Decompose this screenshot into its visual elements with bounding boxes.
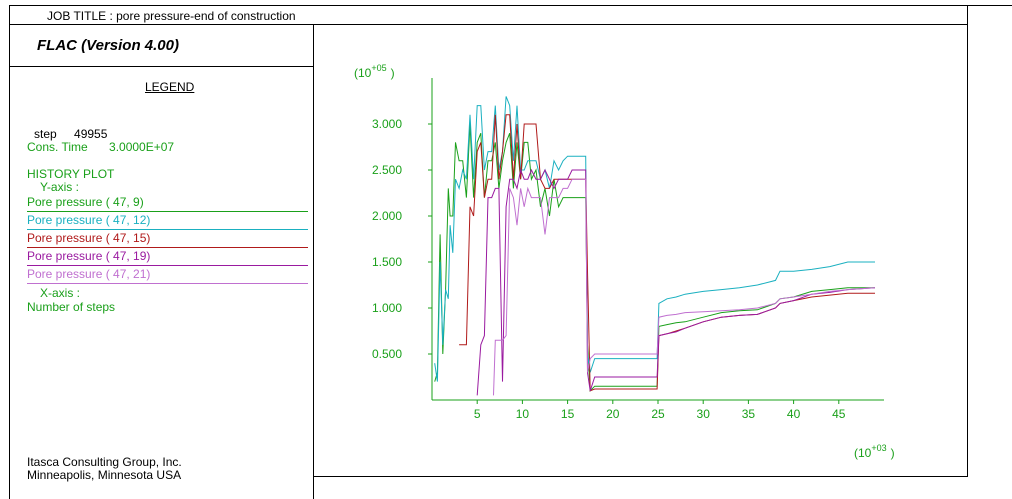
- x-tick-label: 10: [516, 407, 530, 421]
- frame-top: [9, 5, 968, 6]
- y-tick-label: 1.000: [372, 301, 402, 315]
- x-tick-label: 30: [697, 407, 711, 421]
- series-line-4: [476, 168, 876, 396]
- axes: 5 10 15 20 25 30 35 40 45 0.500 1.000 1.500 2.000 2.5…: [372, 78, 884, 421]
- company-name: Itasca Consulting Group, Inc.: [27, 455, 182, 469]
- series-line-5: [493, 178, 876, 396]
- legend-line-5: [27, 283, 308, 284]
- company-location: Minneapolis, Minnesota USA: [27, 468, 182, 482]
- legend-line-2: [27, 229, 308, 230]
- frame-title-divider: [9, 66, 314, 67]
- series-line-1: [434, 123, 875, 392]
- y-tick-label: 2.000: [372, 209, 402, 223]
- y-multiplier-exp: +05: [371, 63, 386, 73]
- legend-line-3: [27, 247, 308, 248]
- x-axis-value: Number of steps: [27, 300, 116, 314]
- history-chart: (10+05) (10+03) 5 10 15 20 25 30 35 40 45 0.500 1.…: [354, 63, 895, 460]
- job-title: JOB TITLE : pore pressure-end of constru…: [47, 9, 296, 23]
- legend-entry-3: Pore pressure ( 47, 15): [27, 231, 151, 245]
- step-value: 49955: [74, 127, 108, 141]
- y-axis-label: Y-axis :: [40, 180, 79, 194]
- y-tick-label: 3.000: [372, 117, 402, 131]
- x-tick-label: 15: [561, 407, 575, 421]
- frame-plot-bottom: [313, 476, 968, 477]
- series-line-2: [434, 96, 875, 382]
- x-tick-label: 40: [787, 407, 801, 421]
- y-multiplier-label: (10+05): [354, 63, 395, 80]
- x-tick-label: 45: [832, 407, 846, 421]
- cons-time-label: Cons. Time: [27, 140, 88, 154]
- y-tick-label: 0.500: [372, 347, 402, 361]
- cons-time-value: 3.0000E+07: [109, 140, 175, 154]
- cons-time-row: Cons. Time 3.0000E+07: [27, 140, 174, 154]
- app-name: FLAC (Version 4.00): [37, 37, 179, 54]
- legend-entry-4: Pore pressure ( 47, 19): [27, 249, 151, 263]
- x-axis-label: X-axis :: [40, 286, 81, 300]
- y-tick-label: 1.500: [372, 255, 402, 269]
- step-label: step: [34, 127, 57, 141]
- y-tick-label: 2.500: [372, 163, 402, 177]
- step-row: step 49955: [34, 127, 107, 141]
- x-tick-label: 20: [606, 407, 620, 421]
- x-multiplier-exp: +03: [871, 443, 886, 453]
- frame-header-divider: [9, 24, 968, 25]
- frame-right: [967, 5, 968, 477]
- legend-line-4: [27, 265, 308, 266]
- series-layer: [434, 96, 876, 396]
- legend-title: LEGEND: [145, 80, 195, 94]
- history-plot-label: HISTORY PLOT: [27, 167, 115, 181]
- x-multiplier-label: (10+03): [854, 443, 895, 460]
- x-tick-label: 5: [474, 407, 481, 421]
- legend-entry-1: Pore pressure ( 47, 9): [27, 195, 144, 209]
- x-tick-label: 25: [651, 407, 665, 421]
- legend-line-1: [27, 211, 308, 212]
- frame-top-right-tail: [968, 5, 1012, 6]
- x-tick-label: 35: [742, 407, 756, 421]
- frame-panel-divider: [313, 24, 314, 499]
- series-line-3: [459, 114, 875, 392]
- legend-entry-5: Pore pressure ( 47, 21): [27, 267, 151, 281]
- legend-entry-2: Pore pressure ( 47, 12): [27, 213, 151, 227]
- frame-left: [9, 5, 10, 499]
